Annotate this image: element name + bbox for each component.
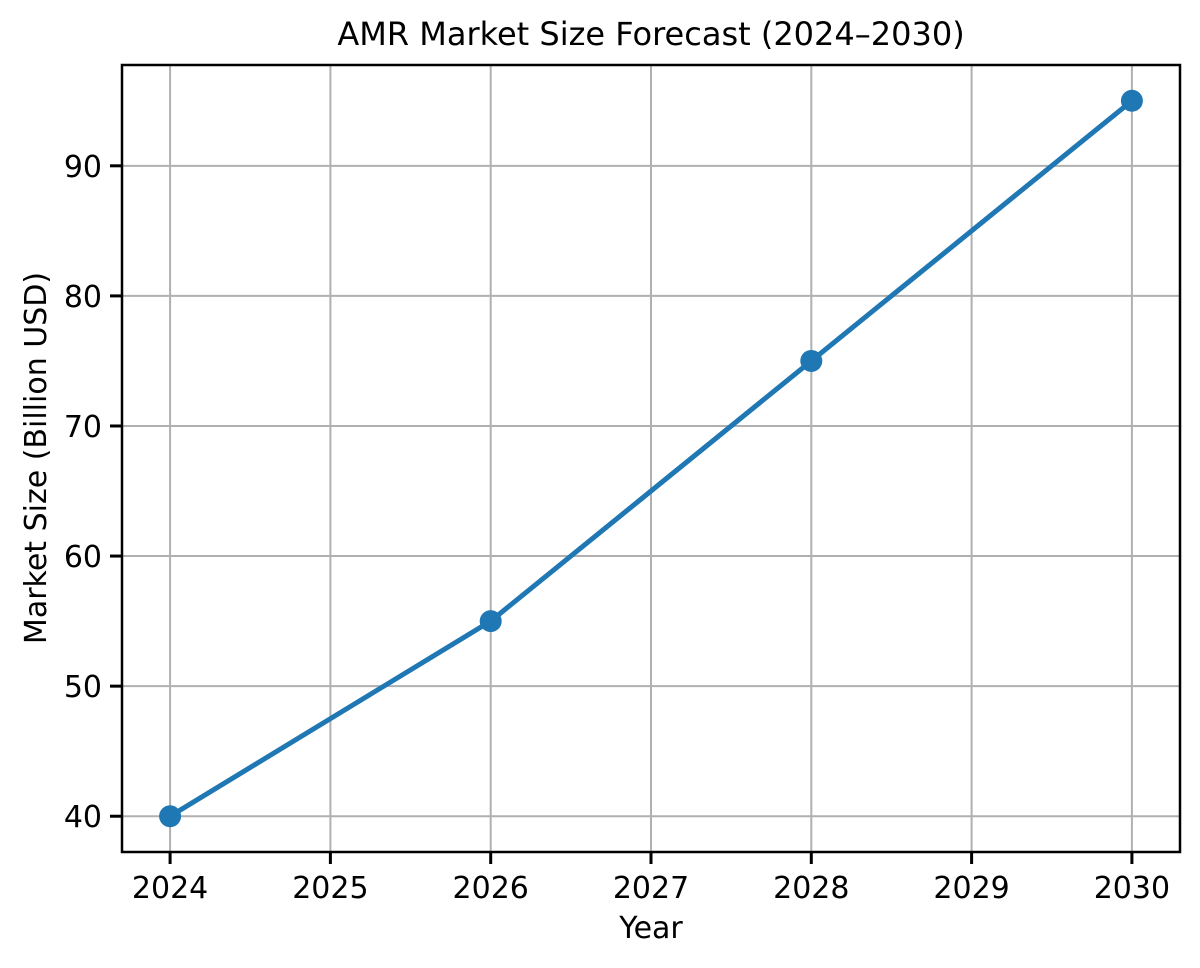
data-point-2026: [479, 610, 502, 633]
x-tick-label-2026: 2026: [453, 871, 529, 906]
y-tick-label-40: 40: [64, 800, 102, 835]
y-tick-label-80: 80: [64, 280, 102, 315]
x-axis-label: Year: [619, 911, 683, 946]
y-tick-label-90: 90: [64, 150, 102, 185]
x-tick-label-2024: 2024: [132, 871, 208, 906]
data-point-2030: [1120, 89, 1143, 112]
x-tick-label-2030: 2030: [1094, 871, 1170, 906]
chart-title: AMR Market Size Forecast (2024–2030): [337, 15, 965, 53]
data-point-2024: [159, 805, 182, 828]
x-tick-label-2025: 2025: [292, 871, 368, 906]
series-line: [167, 98, 1135, 819]
y-tick-label-60: 60: [64, 540, 102, 575]
data-point-2028: [800, 349, 823, 372]
x-tick-label-2029: 2029: [933, 871, 1009, 906]
x-tick-label-2027: 2027: [613, 871, 689, 906]
x-tick-label-2028: 2028: [773, 871, 849, 906]
y-tick-label-50: 50: [64, 670, 102, 705]
y-tick-label-70: 70: [64, 410, 102, 445]
y-axis-label: Market Size (Billion USD): [19, 271, 54, 645]
